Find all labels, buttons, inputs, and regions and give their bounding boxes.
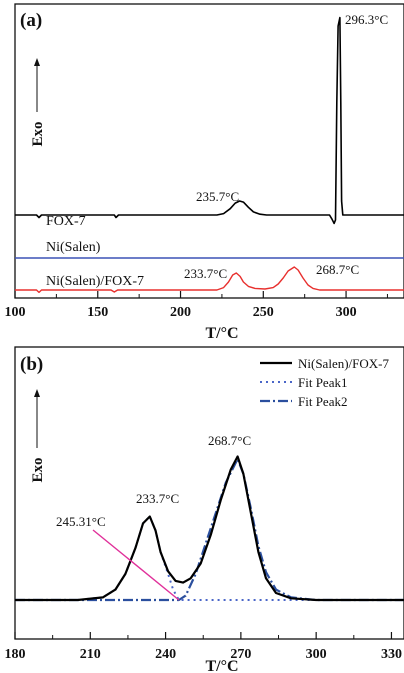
intersection-leader-line <box>92 529 180 601</box>
panel-a-tick-label-200: 200 <box>170 305 191 320</box>
panel-b-tick-label-300: 300 <box>306 647 327 662</box>
composite-curve-label: Ni(Salen)/FOX-7 <box>46 274 144 289</box>
panel-a-x-label: T/°C <box>205 325 238 342</box>
panel-a-x-axis: 100 150 200 250 300 <box>5 291 388 320</box>
composite-peak2-label: 268.7°C <box>316 262 359 277</box>
panel-a-curve-ni-salen-fox-7 <box>15 266 404 294</box>
legend-label-fit-peak1: Fit Peak1 <box>298 375 347 390</box>
panel-b-tick-label-240: 240 <box>155 647 176 662</box>
panel-b-exo-label: Exo <box>30 457 46 482</box>
intersection-annotation: 245.31°C <box>56 514 106 529</box>
fox7-curve-label: FOX-7 <box>46 214 86 229</box>
legend-label-composite: Ni(Salen)/FOX-7 <box>298 356 389 371</box>
panel-a-tick-label-250: 250 <box>253 305 274 320</box>
panel-b-y-label: Exo <box>30 389 46 483</box>
panel-a-y-label: Exo <box>30 58 46 147</box>
fox7-peak2-label: 296.3°C <box>345 12 388 27</box>
panel-b-x-label: T/°C <box>205 658 238 673</box>
panel-b-curves <box>15 455 404 602</box>
panel-b-tick-label-270: 270 <box>230 647 251 662</box>
nisalen-curve-label: Ni(Salen) <box>46 240 101 255</box>
composite-peak1-label: 233.7°C <box>184 266 227 281</box>
panel-b-tick-label-330: 330 <box>381 647 402 662</box>
panel-b-legend: Ni(Salen)/FOX-7 Fit Peak1 Fit Peak2 <box>260 356 389 409</box>
fox7-peak1-label: 235.7°C <box>196 189 239 204</box>
peak2-annotation: 268.7°C <box>208 433 251 448</box>
panel-b-curve-fit-peak2 <box>15 458 404 602</box>
panel-b-frame <box>14 346 404 640</box>
panel-b-tick-label-210: 210 <box>80 647 101 662</box>
panel-b-label: (b) <box>20 354 43 375</box>
panel-a-label: (a) <box>20 10 42 31</box>
panel-b-curve-ni-salen-fox-7 <box>15 455 404 602</box>
panel-b-tick-label-180: 180 <box>5 647 26 662</box>
panel-a-tick-label-300: 300 <box>336 305 357 320</box>
panel-b-exo-arrowhead <box>34 389 40 397</box>
panel-a-exo-label: Exo <box>30 121 46 146</box>
panel-b-x-axis: 180 210 240 270 300 330 <box>5 632 402 662</box>
legend-label-fit-peak2: Fit Peak2 <box>298 394 347 409</box>
panel-b: (b) Exo Ni(Salen)/FOX-7 Fit Peak1 Fit Pe… <box>5 346 404 673</box>
panel-a-curve-fox-7 <box>15 16 404 225</box>
panel-a-exo-arrowhead <box>34 58 40 66</box>
panel-a: (a) Exo 100 150 200 250 300 FOX-7 Ni(Salen) … <box>5 3 404 342</box>
panel-a-tick-label-150: 150 <box>87 305 108 320</box>
panel-a-curves <box>15 16 404 294</box>
panel-a-frame <box>14 3 404 299</box>
panel-a-tick-label-100: 100 <box>5 305 26 320</box>
peak1-annotation: 233.7°C <box>136 491 179 506</box>
